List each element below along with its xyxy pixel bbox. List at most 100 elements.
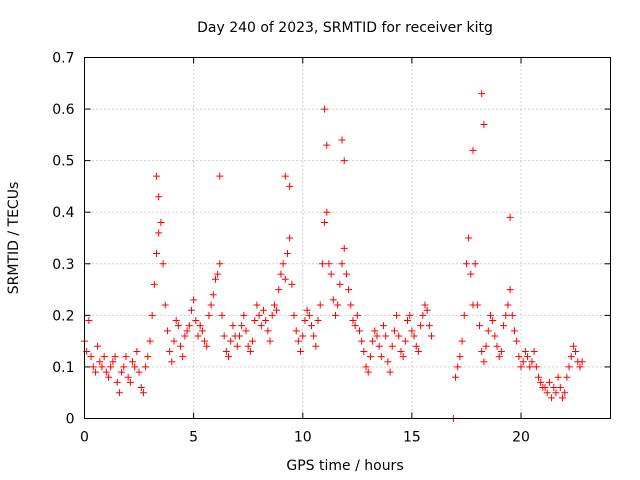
data-point [142,363,150,371]
data-point [292,327,300,335]
data-point [96,358,104,366]
data-point [177,342,185,350]
data-point [185,322,193,330]
data-point [118,368,126,376]
data-point [465,234,473,242]
data-point [286,234,294,242]
x-axis-label: GPS time / hours [286,458,403,474]
data-point [423,306,431,314]
data-point [541,384,549,392]
data-point [417,322,425,330]
data-point [548,394,556,402]
data-point [537,378,545,386]
data-point [469,146,477,154]
data-point [283,249,291,257]
data-point [356,327,364,335]
data-point [369,337,377,345]
data-point [288,280,296,288]
data-point [246,347,254,355]
data-point [157,219,165,227]
data-point [150,280,158,288]
y-tick-label: 0.2 [52,308,74,324]
data-point [286,182,294,190]
data-point [211,275,219,283]
data-point [122,353,130,361]
data-point [316,301,324,309]
data-points [81,90,586,422]
data-point [325,260,333,268]
data-point [500,322,508,330]
data-point [323,141,331,149]
data-point [410,332,418,340]
data-point [310,332,318,340]
chart-title: Day 240 of 2023, SRMTID for receiver kit… [197,20,493,36]
data-point [299,332,307,340]
data-point [489,317,497,325]
data-point [495,353,503,361]
data-point [336,280,344,288]
data-point [419,311,427,319]
data-point [111,353,119,361]
x-tick-label: 5 [189,430,198,446]
data-point [327,270,335,278]
data-point [528,358,536,366]
data-point [305,311,313,319]
data-point [519,358,527,366]
data-point [382,332,390,340]
data-point [401,337,409,345]
data-point [94,342,102,350]
data-point [510,327,518,335]
data-point [174,322,182,330]
data-point [576,363,584,371]
data-point [484,327,492,335]
data-point [181,332,189,340]
data-point [482,342,490,350]
data-point [314,317,322,325]
data-point [467,270,475,278]
data-point [340,244,348,252]
data-point [275,286,283,294]
data-point [456,353,464,361]
data-point [550,384,558,392]
data-point [506,213,514,221]
data-point [168,358,176,366]
data-point [563,373,571,381]
data-point [334,301,342,309]
data-point [366,353,374,361]
data-point [196,322,204,330]
data-point [139,389,147,397]
data-point [480,121,488,129]
data-point [458,337,466,345]
data-point [120,363,128,371]
data-point [521,347,529,355]
data-point [524,353,532,361]
data-point [486,311,494,319]
data-point [497,347,505,355]
data-point [161,301,169,309]
data-point [155,193,163,201]
data-point [170,337,178,345]
data-point [578,358,586,366]
data-point [98,363,106,371]
data-point [279,260,287,268]
data-point [163,327,171,335]
data-point [264,327,272,335]
data-point [572,347,580,355]
data-point [375,342,383,350]
data-point [166,347,174,355]
grid [84,57,611,419]
data-point [377,353,385,361]
data-point [404,317,412,325]
data-point [478,347,486,355]
data-point [526,363,534,371]
data-point [172,317,180,325]
data-point [190,296,198,304]
x-tick-label: 20 [512,430,530,446]
data-point [561,389,569,397]
y-tick-label: 0 [66,412,75,428]
data-point [266,337,274,345]
data-point [338,136,346,144]
data-point [491,332,499,340]
data-point [89,363,97,371]
